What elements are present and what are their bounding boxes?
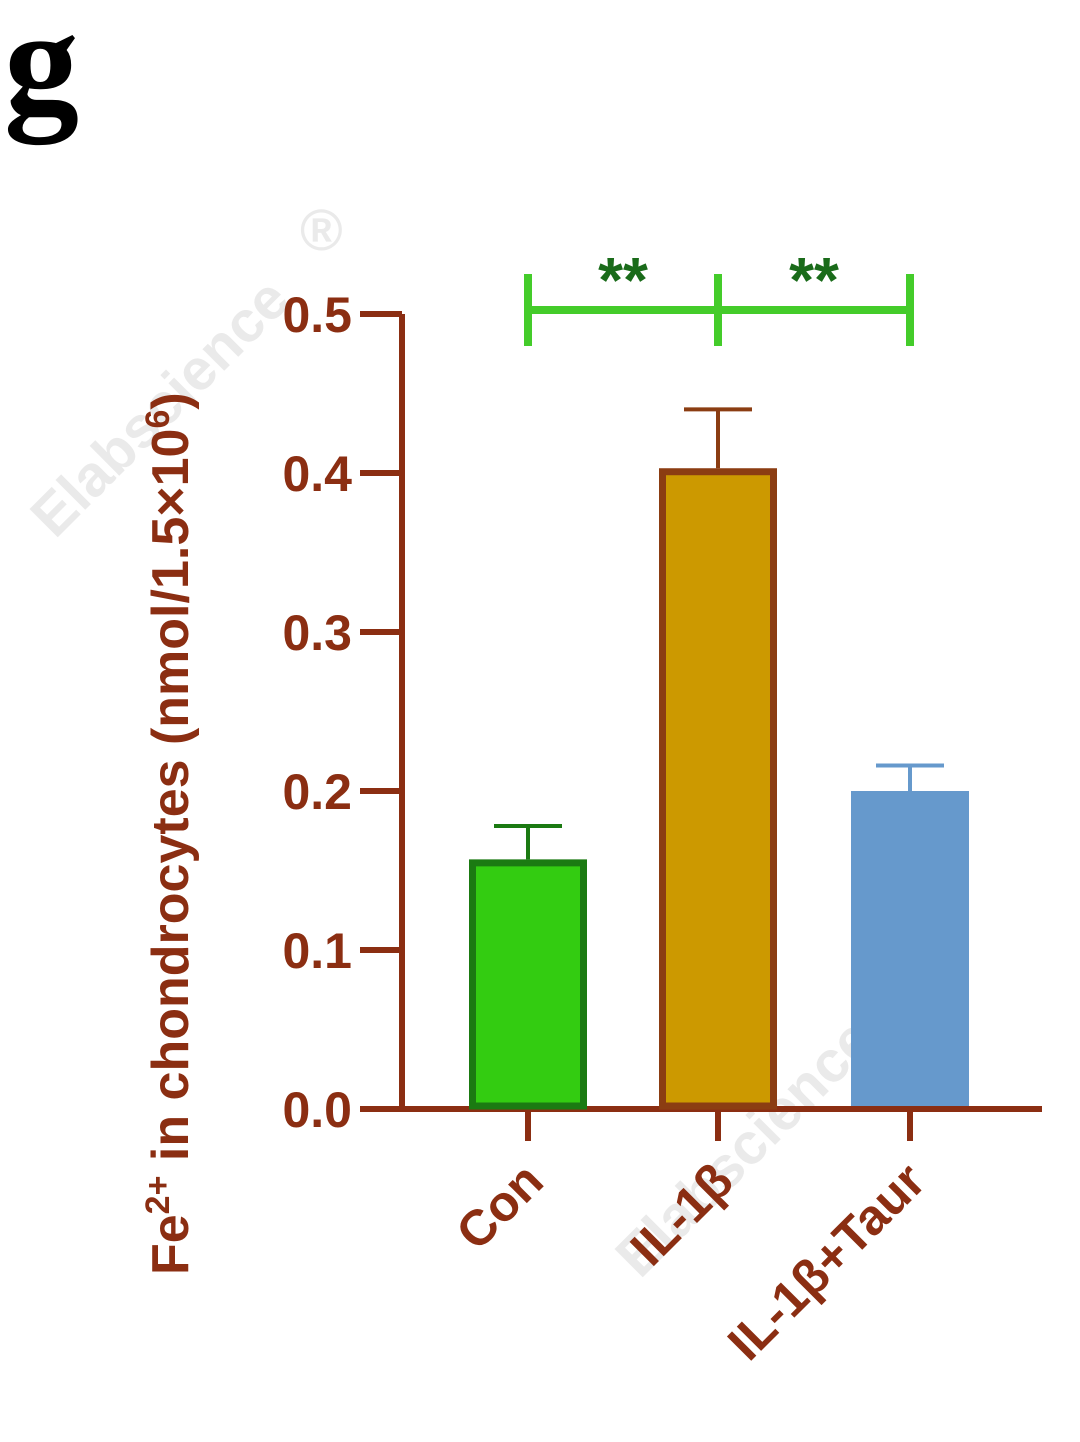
panel-label: g: [4, 0, 79, 145]
x-tick-label: Con: [445, 1152, 553, 1260]
y-label-superscript: 2+: [139, 1176, 177, 1215]
y-label-exponent: 6: [139, 410, 177, 429]
watermark-mark-upper: ®: [300, 198, 343, 263]
bar-0: [469, 859, 587, 1110]
bar-2: [851, 791, 969, 1106]
y-tick-label: 0.0: [282, 1082, 352, 1138]
error-bars: [494, 407, 944, 860]
bar-1: [659, 468, 777, 1110]
significance-brackets: ** **: [524, 244, 914, 346]
significance-label: **: [789, 244, 839, 316]
y-label-prefix: Fe: [142, 1214, 200, 1275]
bars: [469, 468, 969, 1110]
y-tick-label: 0.5: [282, 287, 352, 343]
y-tick-label: 0.2: [282, 764, 352, 820]
y-label-suffix: ): [142, 392, 200, 409]
y-label-middle: in chondrocytes (nmol/1.5×10: [142, 429, 200, 1176]
y-tick-label: 0.1: [282, 923, 352, 979]
y-tick-label: 0.3: [282, 605, 352, 661]
significance-label: **: [598, 244, 648, 316]
y-tick-label: 0.4: [282, 446, 352, 502]
y-axis-label: Fe2+ in chondrocytes (nmol/1.5×106): [139, 392, 200, 1275]
